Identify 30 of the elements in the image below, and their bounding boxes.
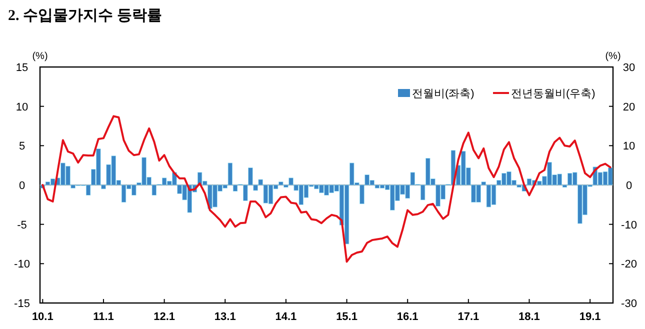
x-tick-label: 19.1 bbox=[579, 311, 601, 323]
x-tick-label: 18.1 bbox=[518, 311, 540, 323]
y2-tick-label: 10 bbox=[622, 140, 636, 153]
x-tick-label: 12.1 bbox=[154, 311, 176, 323]
chart-title: 2. 수입물가지수 등락률 bbox=[8, 8, 162, 24]
y-tick-label: 0 bbox=[18, 180, 26, 192]
x-tick-label: 14.1 bbox=[275, 311, 297, 323]
y2-axis-title: (%) bbox=[605, 51, 621, 62]
y2-tick-label: -20 bbox=[621, 258, 637, 271]
x-tick-label: 13.1 bbox=[214, 311, 236, 323]
y-tick-label: -10 bbox=[14, 258, 30, 271]
y2-tick-label: -30 bbox=[621, 298, 637, 310]
y-axis-title: (%) bbox=[32, 51, 48, 62]
y-tick-label: -5 bbox=[17, 219, 27, 232]
x-tick-label: 15.1 bbox=[336, 311, 358, 323]
y-tick-label: 5 bbox=[18, 140, 26, 153]
y2-tick-label: 0 bbox=[626, 180, 632, 192]
x-tick-label: 11.1 bbox=[93, 311, 114, 323]
line-series bbox=[42, 115, 612, 263]
y-tick-label: 15 bbox=[16, 62, 28, 74]
y2-tick-label: -10 bbox=[621, 219, 637, 232]
y2-tick-label: 20 bbox=[622, 101, 636, 114]
legend-label: 전년동월비(우축) bbox=[511, 88, 596, 100]
legend-label: 전월비(좌축) bbox=[412, 88, 474, 100]
y-tick-label: -15 bbox=[14, 298, 30, 310]
x-tick-label: 16.1 bbox=[396, 311, 418, 323]
x-tick-label: 10.1 bbox=[32, 311, 54, 323]
y2-tick-label: 30 bbox=[622, 62, 636, 74]
y-tick-label: 10 bbox=[16, 101, 28, 114]
x-tick-label: 17.1 bbox=[458, 311, 480, 323]
